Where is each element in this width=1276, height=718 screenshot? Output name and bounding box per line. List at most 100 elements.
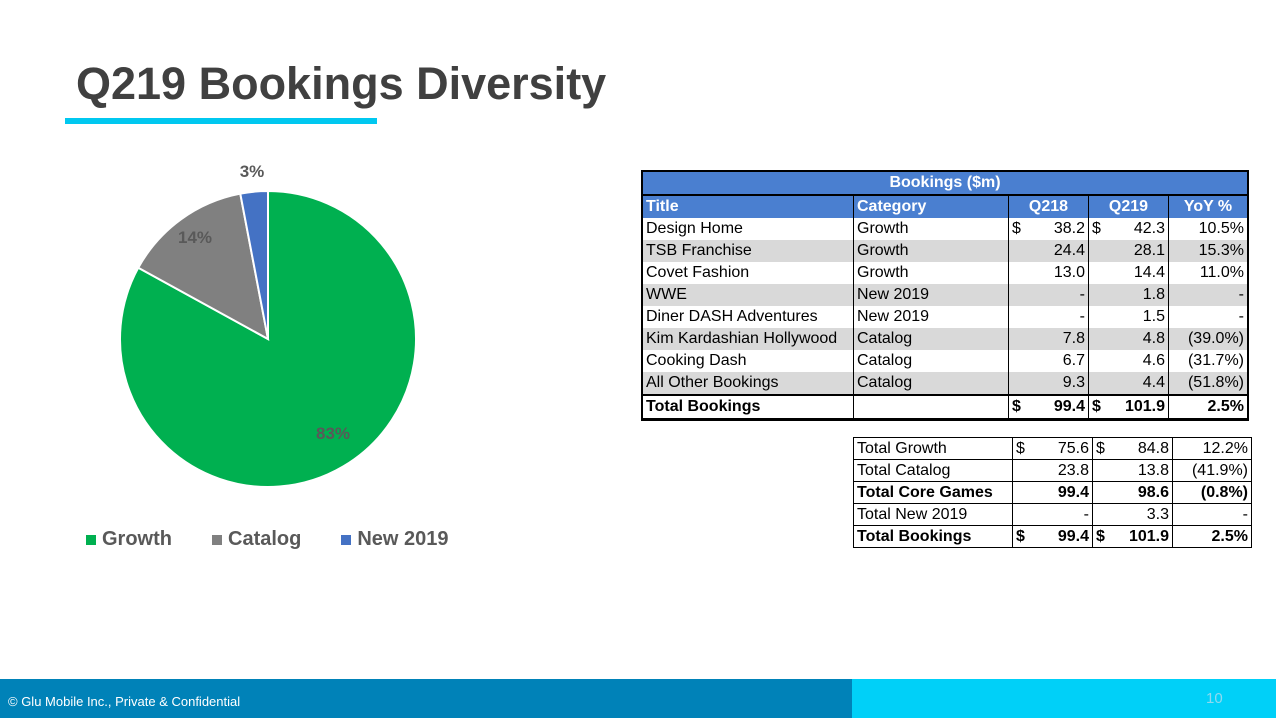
cell-category: Catalog [853, 350, 1009, 372]
page-title: Q219 Bookings Diversity [76, 58, 607, 109]
cell-title: TSB Franchise [641, 240, 854, 262]
summary-row: Total New 2019-3.3- [853, 503, 1252, 526]
legend-label: Growth [102, 528, 172, 550]
cell-q219: $42.3 [1088, 218, 1169, 240]
summary-q218: - [1012, 503, 1093, 526]
table-row: TSB Franchise Growth 24.4 28.1 15.3% [641, 240, 1249, 262]
legend-label: Catalog [228, 528, 302, 550]
footer-copyright: © Glu Mobile Inc., Private & Confidentia… [8, 694, 241, 709]
col-header-q218: Q218 [1008, 194, 1089, 218]
summary-q219: $84.8 [1092, 437, 1173, 460]
cell-q218: - [1008, 284, 1089, 306]
legend-swatch [341, 534, 352, 545]
pie-label-new-2019: 3% [240, 162, 265, 181]
table-row: Cooking Dash Catalog 6.7 4.6 (31.7%) [641, 350, 1249, 372]
pie-chart: 83% 14% 3% [0, 150, 600, 570]
cell-yoy: (31.7%) [1168, 350, 1249, 372]
summary-row: Total Growth $75.6 $84.8 12.2% [853, 437, 1252, 460]
cell-q218: 13.0 [1008, 262, 1089, 284]
cell-yoy: - [1168, 284, 1249, 306]
col-header-category: Category [853, 194, 1009, 218]
cell-q219: 4.6 [1088, 350, 1169, 372]
cell-q218: 24.4 [1008, 240, 1089, 262]
summary-q219: 98.6 [1092, 481, 1173, 504]
cell-category: Catalog [853, 328, 1009, 350]
cell-q219: 1.8 [1088, 284, 1169, 306]
legend-swatch [86, 534, 96, 545]
legend-label: New 2019 [357, 528, 449, 550]
table-row: Design Home Growth $38.2 $42.3 10.5% [641, 218, 1249, 240]
table-row: WWE New 2019-1.8- [641, 284, 1249, 306]
cell-yoy: (51.8%) [1168, 372, 1249, 395]
cell-q219: 1.5 [1088, 306, 1169, 328]
pie-chart-svg: 83% 14% 3% [119, 162, 417, 488]
cell-q218: $99.4 [1008, 394, 1089, 421]
cell-yoy: 11.0% [1168, 262, 1249, 284]
table-band-header: Bookings ($m) [642, 171, 1248, 195]
cell-category [853, 394, 1009, 421]
summary-label: Total Bookings [853, 525, 1013, 548]
summary-yoy: 12.2% [1172, 437, 1252, 460]
cell-q218: 9.3 [1008, 372, 1089, 395]
summary-row: Total Core Games 99.4 98.6 (0.8%) [853, 481, 1252, 504]
legend-item-new-2019: New 2019 [341, 528, 449, 551]
cell-title: All Other Bookings [641, 372, 854, 395]
pie-slice-catalog [136, 192, 270, 341]
summary-yoy: - [1172, 503, 1252, 526]
summary-q218: $99.4 [1012, 525, 1093, 548]
summary-q219: $101.9 [1092, 525, 1173, 548]
cell-q218: $38.2 [1008, 218, 1089, 240]
legend-item-growth: Growth [86, 528, 172, 551]
cell-yoy: 10.5% [1168, 218, 1249, 240]
summary-q219: 3.3 [1092, 503, 1173, 526]
summary-row: Total Catalog 23.8 13.8 (41.9%) [853, 459, 1252, 482]
col-header-yoy: YoY % [1168, 194, 1249, 218]
pie-label-catalog: 14% [178, 228, 212, 247]
cell-title: Cooking Dash [641, 350, 854, 372]
summary-q218: 23.8 [1012, 459, 1093, 482]
cell-title: Design Home [641, 218, 854, 240]
cell-yoy: 15.3% [1168, 240, 1249, 262]
cell-category: Catalog [853, 372, 1009, 395]
summary-q218: $75.6 [1012, 437, 1093, 460]
cell-q219: 28.1 [1088, 240, 1169, 262]
footer-bar-left [0, 679, 852, 718]
summary-yoy: (41.9%) [1172, 459, 1252, 482]
legend-item-catalog: Catalog [212, 528, 301, 551]
pie-slice-new-2019 [239, 189, 269, 340]
bookings-table: Bookings ($m) Title Category Q218 Q219 Y… [641, 170, 1249, 421]
summary-row: Total Bookings $99.4 $101.9 2.5% [853, 525, 1252, 548]
summary-yoy: (0.8%) [1172, 481, 1252, 504]
summary-label: Total New 2019 [853, 503, 1013, 526]
summary-q218: 99.4 [1012, 481, 1093, 504]
table-total-row: Total Bookings $99.4 $101.9 2.5% [641, 394, 1249, 421]
cell-category: Growth [853, 218, 1009, 240]
summary-table: Total Growth $75.6 $84.8 12.2% Total Catalog… [853, 437, 1252, 548]
summary-q219: 13.8 [1092, 459, 1173, 482]
footer-bar-right [852, 679, 1276, 718]
cell-q218: 7.8 [1008, 328, 1089, 350]
legend-swatch [212, 534, 222, 545]
cell-category: Growth [853, 262, 1009, 284]
cell-title: Diner DASH Adventures [641, 306, 854, 328]
cell-yoy: 2.5% [1168, 394, 1249, 421]
cell-title: Kim Kardashian Hollywood [641, 328, 854, 350]
cell-title: WWE [641, 284, 854, 306]
cell-title: Covet Fashion [641, 262, 854, 284]
cell-category: New 2019 [853, 284, 1009, 306]
cell-q218: 6.7 [1008, 350, 1089, 372]
chart-legend: Growth Catalog New 2019 [86, 528, 489, 551]
summary-label: Total Catalog [853, 459, 1013, 482]
title-underline [65, 118, 377, 124]
cell-category: Growth [853, 240, 1009, 262]
summary-label: Total Growth [853, 437, 1013, 460]
cell-title: Total Bookings [641, 394, 854, 421]
summary-yoy: 2.5% [1172, 525, 1252, 548]
cell-category: New 2019 [853, 306, 1009, 328]
cell-q219: $101.9 [1088, 394, 1169, 421]
cell-q219: 4.8 [1088, 328, 1169, 350]
col-header-q219: Q219 [1088, 194, 1169, 218]
table-row: Covet Fashion Growth 13.0 14.4 11.0% [641, 262, 1249, 284]
page-number: 10 [1206, 690, 1223, 707]
cell-yoy: (39.0%) [1168, 328, 1249, 350]
